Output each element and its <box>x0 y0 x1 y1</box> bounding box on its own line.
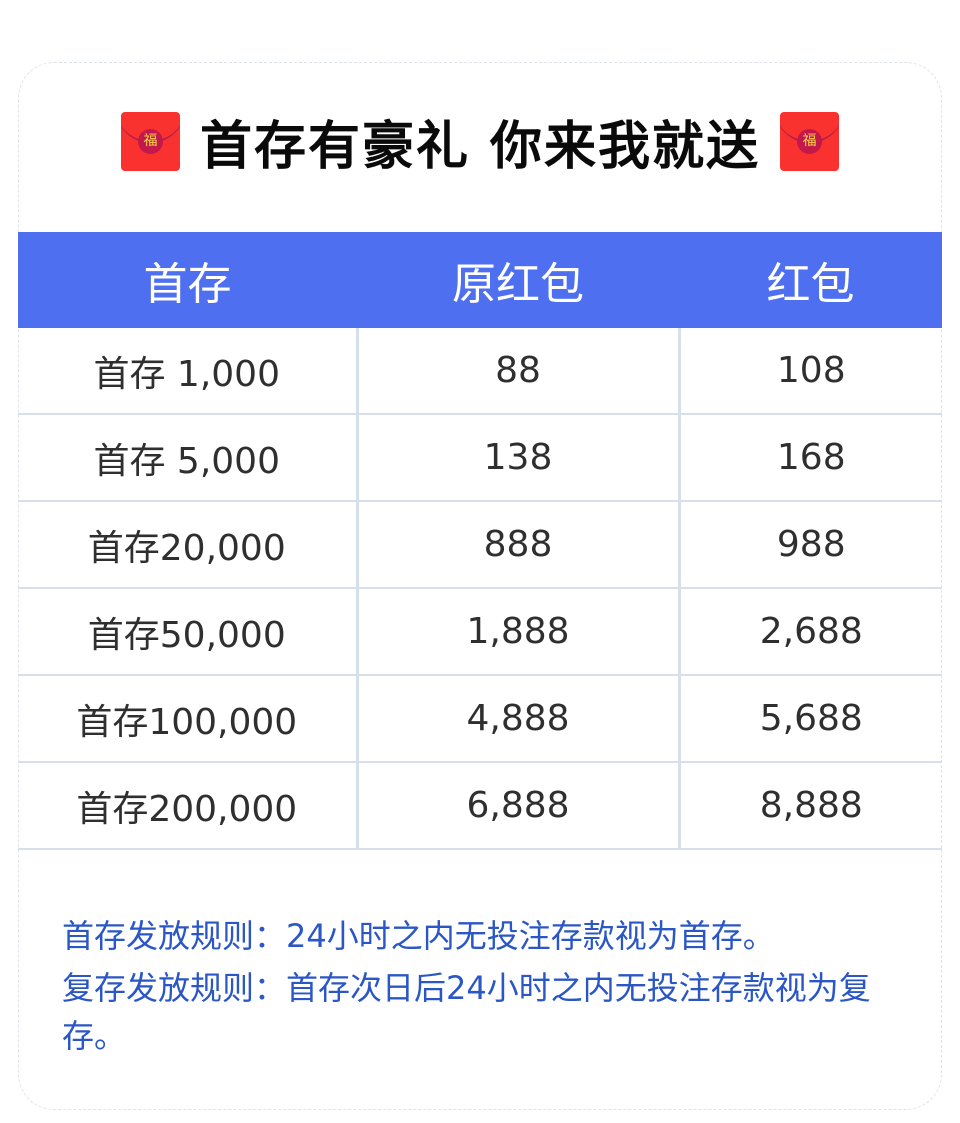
table-row: 首存100,000 4,888 5,688 <box>18 675 942 763</box>
table-header: 首存 原红包 红包 <box>18 232 942 328</box>
repeat-deposit-rule: 复存发放规则：首存次日后24小时之内无投注存款视为复存。 <box>62 969 871 1055</box>
table-row: 首存200,000 6,888 8,888 <box>18 762 942 850</box>
original-bonus-cell: 888 <box>355 501 679 589</box>
bonus-cell: 988 <box>677 501 942 589</box>
deposit-cell: 首存50,000 <box>18 588 357 676</box>
original-bonus-cell: 6,888 <box>355 762 679 850</box>
header-bonus: 红包 <box>679 232 942 328</box>
first-deposit-rule: 首存发放规则：24小时之内无投注存款视为首存。 <box>62 917 775 955</box>
table-row: 首存 1,000 88 108 <box>18 328 942 415</box>
deposit-cell: 首存200,000 <box>18 762 357 850</box>
table-row: 首存 5,000 138 168 <box>18 414 942 502</box>
header-original-bonus: 原红包 <box>357 232 679 328</box>
deposit-cell: 首存 1,000 <box>18 328 357 415</box>
title-text: 首存有豪礼 你来我就送 <box>199 116 761 177</box>
red-envelope-icon: 福 <box>780 111 840 171</box>
original-bonus-cell: 1,888 <box>355 588 679 676</box>
bonus-table: 首存 原红包 红包 首存 1,000 88 108 首存 5,000 138 168 首存2… <box>18 232 942 850</box>
original-bonus-cell: 88 <box>355 328 679 415</box>
table-row: 首存20,000 888 988 <box>18 501 942 589</box>
deposit-cell: 首存 5,000 <box>18 414 357 502</box>
header-deposit: 首存 <box>18 232 357 328</box>
bonus-cell: 8,888 <box>677 762 942 850</box>
deposit-cell: 首存100,000 <box>18 675 357 763</box>
bonus-cell: 5,688 <box>677 675 942 763</box>
rules-section: 首存发放规则：24小时之内无投注存款视为首存。 复存发放规则：首存次日后24小时… <box>62 912 902 1064</box>
page-title: 福 首存有豪礼 你来我就送 福 <box>0 108 960 177</box>
original-bonus-cell: 138 <box>355 414 679 502</box>
fu-seal: 福 <box>137 128 163 154</box>
deposit-cell: 首存20,000 <box>18 501 357 589</box>
fu-seal: 福 <box>797 128 823 154</box>
original-bonus-cell: 4,888 <box>355 675 679 763</box>
table-row: 首存50,000 1,888 2,688 <box>18 588 942 676</box>
bonus-cell: 168 <box>677 414 942 502</box>
red-envelope-icon: 福 <box>120 111 180 171</box>
bonus-cell: 108 <box>677 328 942 415</box>
bonus-cell: 2,688 <box>677 588 942 676</box>
